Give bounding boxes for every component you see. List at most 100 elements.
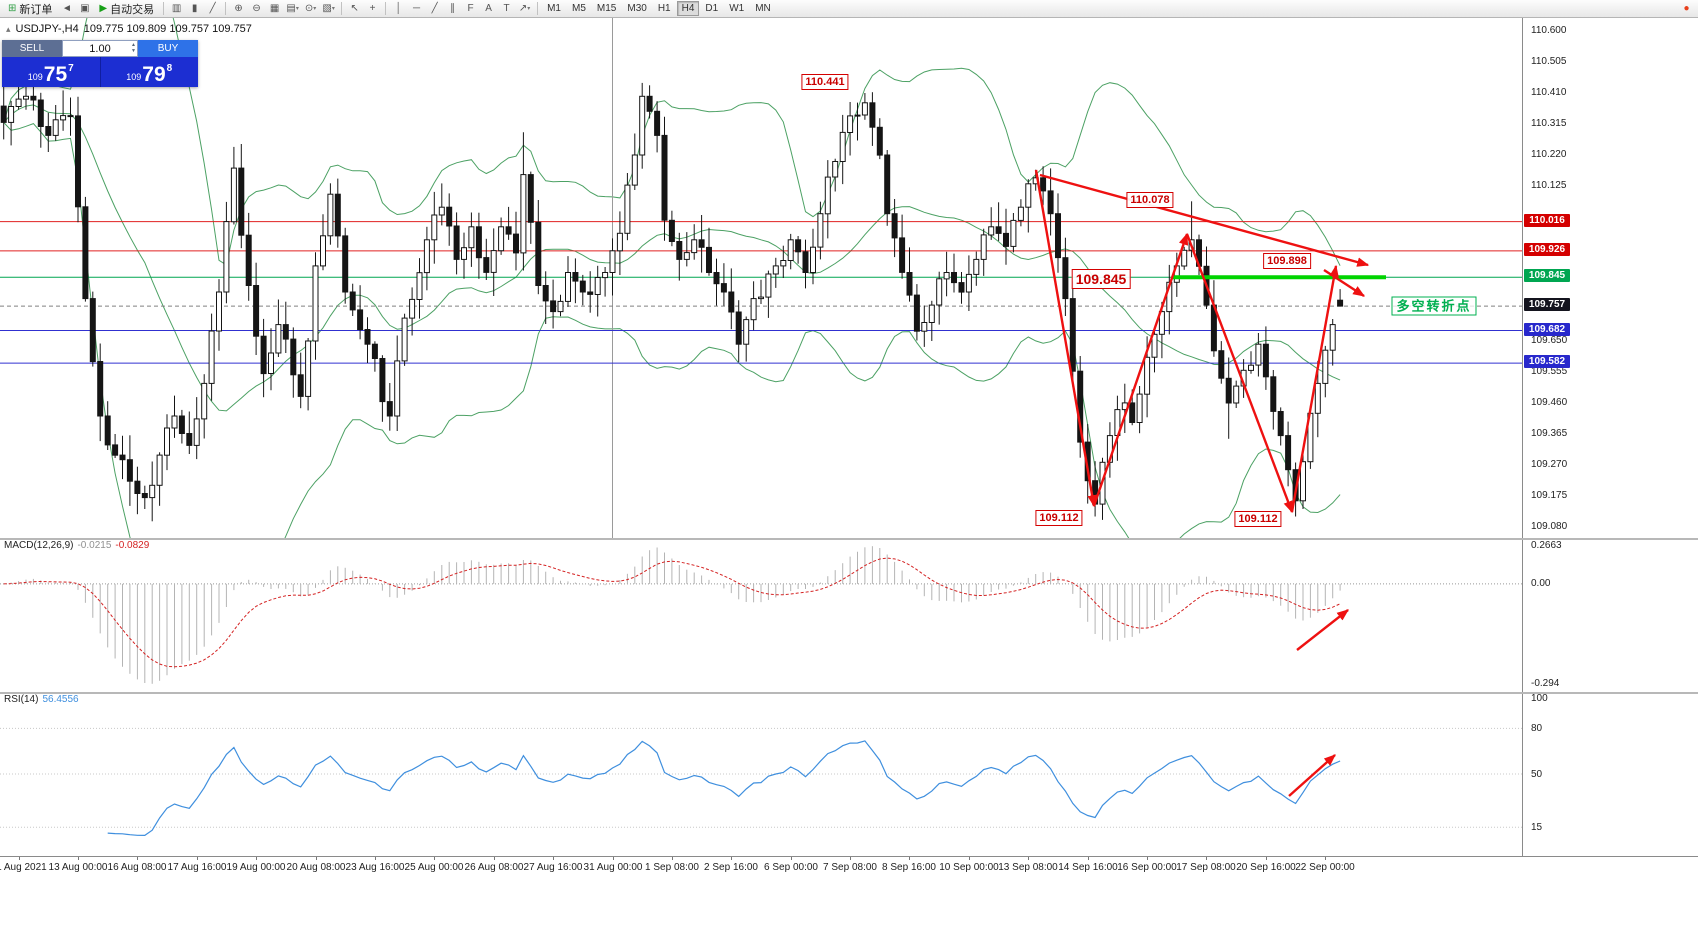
panel-separator[interactable] [0, 692, 1698, 694]
clock-periods-icon[interactable]: ⊙ ▾ [304, 3, 317, 14]
price-chart-canvas[interactable] [0, 18, 1522, 538]
rsi-panel[interactable]: RSI(14) 56.4556 [0, 692, 1522, 856]
cursor-icon[interactable]: ↖ [350, 3, 359, 14]
macd-axis-label: -0.294 [1531, 678, 1560, 689]
timeframe-h4[interactable]: H4 [676, 1, 700, 16]
profiles-menu-icon[interactable]: ▤ ▾ [286, 3, 299, 14]
price-annotation[interactable]: 109.898 [1263, 253, 1311, 269]
timeframe-m1[interactable]: M1 [547, 3, 561, 14]
timeframe-m5[interactable]: M5 [572, 3, 586, 14]
pivot-note[interactable]: 多空转折点 [1391, 296, 1477, 316]
volume-spinner[interactable]: ▲ ▼ [131, 42, 136, 54]
time-tick [1147, 857, 1148, 860]
price-badge: 109.926 [1524, 243, 1570, 256]
price-annotation[interactable]: 109.112 [1035, 510, 1083, 526]
time-label: 6 Sep 00:00 [764, 862, 818, 873]
macd-name: MACD(12,26,9) [4, 540, 74, 551]
price-chart-panel[interactable]: 110.441 110.078 109.845 109.898 109.112 109.1… [0, 18, 1522, 538]
candlestick-chart-icon[interactable]: ▮ [191, 3, 198, 14]
trend-arrows[interactable] [1034, 169, 1370, 514]
time-tick [1206, 857, 1207, 860]
time-tick [1028, 857, 1029, 860]
time-label: 10 Sep 00:00 [939, 862, 999, 873]
sell-price[interactable]: 109 75 7 [2, 57, 101, 87]
candlesticks[interactable] [0, 75, 1344, 522]
sell-button[interactable]: SELL [2, 40, 62, 57]
chart-symbol-icon: ▴ [6, 24, 11, 34]
rsi-arrow[interactable] [1288, 754, 1336, 797]
timeframe-h1[interactable]: H1 [657, 3, 671, 14]
spinner-up-icon[interactable]: ▲ [131, 42, 136, 48]
price-annotation[interactable]: 109.845 [1071, 269, 1131, 289]
time-tick [1088, 857, 1089, 860]
panel-separator[interactable] [0, 538, 1698, 540]
price-tick-label: 110.125 [1531, 180, 1567, 191]
arrows-menu-icon[interactable]: ↗ ▾ [518, 3, 531, 14]
price-tick-label: 110.410 [1531, 87, 1567, 98]
price-tick-label: 110.220 [1531, 149, 1567, 160]
buy-button[interactable]: BUY [138, 40, 198, 57]
macd-panel[interactable]: MACD(12,26,9) -0.0215 -0.0829 [0, 538, 1522, 692]
macd-main-value: -0.0215 [77, 540, 112, 551]
timeframe-mn[interactable]: MN [755, 3, 771, 14]
mql5-community-icon[interactable]: ▣ [80, 3, 90, 14]
price-axis[interactable]: 110.600 110.505 110.410 110.315 110.220 110.1… [1522, 18, 1698, 856]
buy-price[interactable]: 109 79 8 [101, 57, 199, 87]
volume-input[interactable]: 1.00 ▲ ▼ [62, 40, 138, 57]
equidistant-channel-icon[interactable]: ∥ [450, 3, 456, 14]
crosshair-icon[interactable]: + [369, 3, 376, 14]
buy-price-big: 79 [142, 63, 166, 86]
trendline-icon[interactable]: ╱ [431, 3, 438, 14]
price-tick-label: 109.365 [1531, 428, 1568, 439]
rsi-axis-label: 100 [1531, 693, 1548, 704]
zoom-out-icon[interactable]: ⊖ [252, 3, 261, 14]
timeframe-d1[interactable]: D1 [705, 3, 719, 14]
timeframe-m15[interactable]: M15 [596, 3, 617, 14]
bar-chart-icon[interactable]: ▥ [171, 3, 182, 14]
toolbar-separator [385, 2, 387, 15]
macd-label: MACD(12,26,9) -0.0215 -0.0829 [4, 540, 153, 551]
rsi-name: RSI(14) [4, 694, 39, 705]
timeframe-m30[interactable]: M30 [627, 3, 647, 14]
bollinger-bands [3, 18, 1341, 538]
rsi-label: RSI(14) 56.4556 [4, 694, 83, 705]
fibonacci-icon[interactable]: F [467, 3, 474, 14]
text-label-icon[interactable]: T [503, 3, 510, 14]
time-label: 25 Aug 00:00 [404, 862, 464, 873]
text-icon[interactable]: A [485, 3, 492, 14]
screenshot-icon[interactable]: ▧ ▾ [322, 3, 335, 14]
rsi-canvas[interactable] [0, 692, 1522, 856]
sell-price-big: 75 [43, 63, 68, 86]
tile-windows-icon[interactable]: ▦ [269, 3, 280, 14]
macd-canvas[interactable] [0, 538, 1522, 692]
new-order-button[interactable]: ⊞ 新订单 [3, 1, 57, 16]
vertical-line-icon[interactable]: │ [395, 3, 402, 14]
rsi-axis-label: 80 [1531, 723, 1543, 734]
macd-arrow[interactable] [1296, 609, 1349, 651]
time-tick [969, 857, 970, 860]
alerts-horn-icon[interactable]: ◄ [61, 3, 72, 14]
price-badge: 109.582 [1524, 355, 1570, 368]
timeframe-w1[interactable]: W1 [729, 3, 745, 14]
notifications-icon[interactable]: ● [1683, 3, 1690, 14]
zoom-in-icon[interactable]: ⊕ [234, 3, 243, 14]
time-tick [791, 857, 792, 860]
price-annotation[interactable]: 110.441 [801, 74, 849, 90]
time-label: 16 Sep 00:00 [1117, 862, 1177, 873]
spinner-down-icon[interactable]: ▼ [131, 48, 136, 54]
price-tick-label: 109.460 [1531, 397, 1568, 408]
line-chart-icon[interactable]: ╱ [209, 3, 216, 14]
price-annotation[interactable]: 109.112 [1234, 511, 1282, 527]
time-label: 16 Aug 08:00 [107, 862, 167, 873]
sell-price-prefix: 109 [27, 72, 43, 82]
time-label: 14 Sep 16:00 [1058, 862, 1118, 873]
price-annotation[interactable]: 110.078 [1126, 192, 1174, 208]
horizontal-line-icon[interactable]: ─ [413, 3, 421, 14]
autotrade-button-label: 自动交易 [110, 3, 155, 16]
autotrade-button[interactable]: ▶ 自动交易 [94, 1, 159, 16]
time-label: 13 Sep 08:00 [998, 862, 1058, 873]
time-label: 26 Aug 08:00 [464, 862, 524, 873]
time-tick [256, 857, 257, 860]
